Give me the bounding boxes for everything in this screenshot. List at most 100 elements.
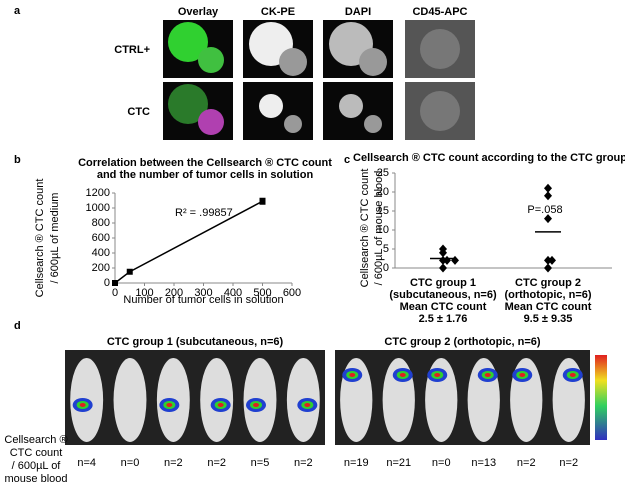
side-label: CTC count (10, 447, 63, 459)
y-tick-label: 800 (92, 217, 110, 229)
mouse-count: n=13 (471, 457, 496, 469)
point (259, 198, 266, 205)
column-header: CD45-APC (412, 6, 467, 18)
cell (339, 94, 363, 118)
mouse-count: n=4 (77, 457, 96, 469)
cell (168, 22, 208, 62)
y-tick-label: 1200 (86, 187, 110, 199)
column-header: DAPI (345, 6, 371, 18)
cell (364, 115, 382, 133)
x-tick-label: 2.5 ± 1.76 (419, 313, 468, 325)
y-axis-label: / 600µL of mouse blood (373, 171, 385, 286)
signal (569, 373, 576, 377)
point (443, 255, 451, 265)
signal (519, 373, 526, 377)
point (439, 244, 447, 254)
x-tick-label: 9.5 ± 9.35 (524, 313, 573, 325)
signal (484, 373, 491, 377)
cell (168, 84, 208, 124)
y-tick-label: 20 (377, 186, 389, 198)
x-tick-label: (orthotopic, n=6) (504, 289, 591, 301)
cell (279, 48, 307, 76)
x-tick-label: (subcutaneous, n=6) (389, 289, 497, 301)
mouse-count: n=2 (294, 457, 313, 469)
mouse-count: n=2 (207, 457, 226, 469)
point (544, 183, 552, 193)
cell (420, 91, 460, 131)
image-strip (335, 350, 590, 445)
panel-label: d (14, 320, 21, 332)
y-tick-label: 10 (377, 224, 389, 236)
point (112, 280, 118, 286)
mouse-count: n=0 (432, 457, 451, 469)
y-tick-label: 400 (92, 247, 110, 259)
signal (166, 403, 173, 407)
signal (434, 373, 441, 377)
signal (79, 403, 86, 407)
side-label: Cellsearch ® (4, 434, 67, 446)
x-tick-label: Mean CTC count (505, 301, 592, 313)
column-header: Overlay (178, 6, 219, 18)
x-tick-label: Mean CTC count (400, 301, 487, 313)
point (544, 263, 552, 273)
side-label: mouse blood (5, 473, 68, 484)
panel-label: a (14, 5, 21, 17)
annotation: P=.058 (527, 204, 562, 216)
x-tick-label: 200 (165, 287, 183, 299)
signal (349, 373, 356, 377)
point (544, 214, 552, 224)
cell (359, 48, 387, 76)
y-axis-label: / 600µL of medium (49, 193, 61, 284)
mouse-count: n=0 (121, 457, 140, 469)
point (126, 268, 133, 275)
signal (253, 403, 259, 407)
y-tick-label: 25 (377, 167, 389, 179)
annotation: R² = .99857 (175, 207, 233, 219)
cell (259, 94, 283, 118)
row-label: CTRL+ (114, 44, 150, 56)
x-tick-label: 500 (253, 287, 271, 299)
mouse-count: n=5 (251, 457, 270, 469)
x-axis-label: Number of tumor cells in solution (123, 294, 283, 306)
panel-label: b (14, 154, 21, 166)
point (548, 255, 556, 265)
y-axis-label: Cellsearch ® CTC count (359, 169, 371, 288)
y-tick-label: 200 (92, 262, 110, 274)
y-axis-label: Cellsearch ® CTC count (34, 179, 46, 298)
cell (420, 29, 460, 69)
x-tick-label: CTC group 2 (515, 277, 581, 289)
y-tick-label: 5 (383, 243, 389, 255)
mouse-count: n=19 (344, 457, 369, 469)
group-title: CTC group 1 (subcutaneous, n=6) (107, 336, 284, 348)
y-tick-label: 0 (383, 262, 389, 274)
x-tick-label: 100 (135, 287, 153, 299)
mouse-count: n=2 (164, 457, 183, 469)
cell (284, 115, 302, 133)
chart-title: Cellsearch ® CTC count according to the … (353, 152, 625, 164)
cell (198, 109, 224, 135)
colorbar (595, 355, 607, 440)
chart-subtitle: and the number of tumor cells in solutio… (97, 169, 314, 181)
group-title: CTC group 2 (orthotopic, n=6) (384, 336, 540, 348)
x-tick-label: 0 (112, 287, 118, 299)
y-tick-label: 600 (92, 232, 110, 244)
panel-label: c (344, 154, 350, 166)
y-tick-label: 0 (104, 277, 110, 289)
mouse-count: n=2 (517, 457, 536, 469)
mouse-count: n=21 (386, 457, 411, 469)
mouse (113, 358, 147, 442)
signal (399, 373, 406, 377)
image-strip (65, 350, 325, 445)
row-label: CTC (127, 106, 150, 118)
side-label: / 600µL of (12, 460, 62, 472)
chart-title: Correlation between the Cellsearch ® CTC… (78, 157, 332, 169)
cell (198, 47, 224, 73)
x-tick-label: 300 (194, 287, 212, 299)
x-tick-label: 600 (283, 287, 301, 299)
signal (304, 403, 311, 407)
y-tick-label: 1000 (86, 202, 110, 214)
x-tick-label: CTC group 1 (410, 277, 476, 289)
x-tick-label: 400 (224, 287, 242, 299)
column-header: CK-PE (261, 6, 295, 18)
